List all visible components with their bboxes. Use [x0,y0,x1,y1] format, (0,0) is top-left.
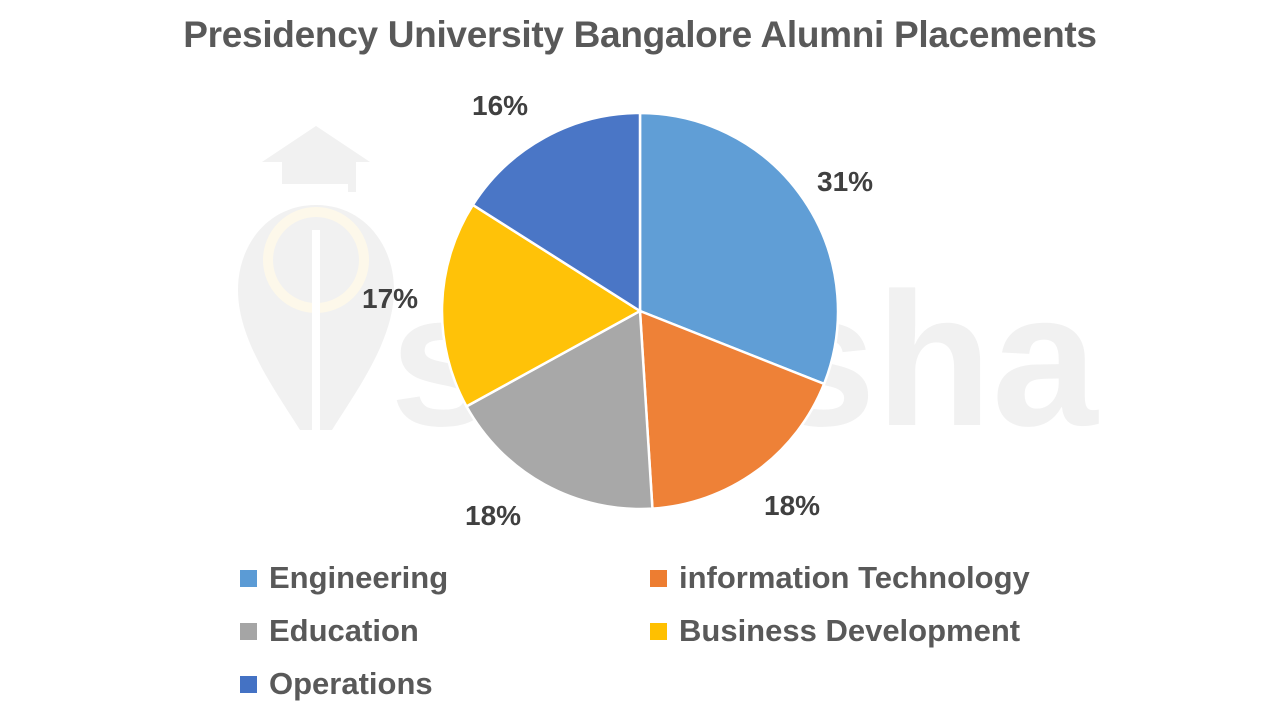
legend-item-operations: Operations [240,666,433,702]
data-label-education: 18% [465,500,522,531]
legend-swatch-icon [240,675,257,693]
legend-item-information-technology: information Technology [650,560,1030,596]
legend-label: Education [269,613,419,648]
pie-slice-business-development [440,203,643,409]
data-label-business-development: 17% [362,283,419,314]
data-label-engineering: 31% [817,166,874,197]
legend-swatch-icon [650,569,667,587]
pie-slice-education [464,308,654,511]
legend-item-engineering: Engineering [240,560,448,596]
data-label-information-technology: 18% [764,490,821,521]
legend-label: Engineering [269,560,449,595]
pie-slice-information-technology [638,309,826,510]
legend-swatch-icon [650,622,667,640]
pie-slice-engineering [638,111,840,386]
chart-title: Presidency University Bangalore Alumni P… [183,14,1097,55]
legend-swatch-icon [240,569,257,587]
legend-item-business-development: Business Development [650,613,1020,649]
pie-slice-operations [471,111,642,314]
legend-label: information Technology [679,560,1030,595]
data-label-operations: 16% [472,90,529,121]
legend-swatch-icon [240,622,257,640]
legend-label: Operations [269,666,433,701]
legend-item-education: Education [240,613,419,649]
legend-label: Business Development [679,613,1021,648]
